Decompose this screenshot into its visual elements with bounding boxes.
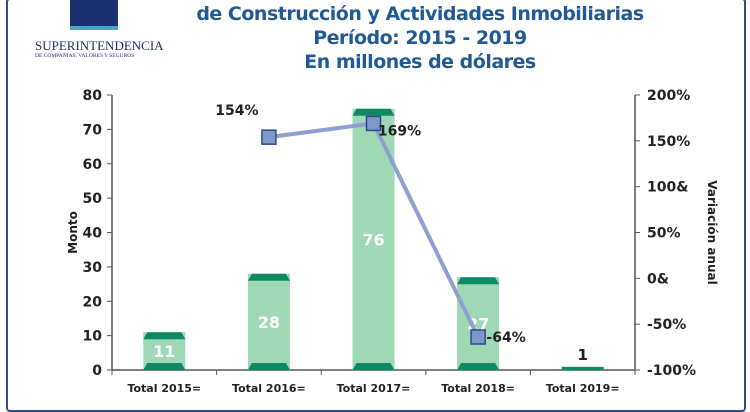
chart-title: de Construcción y Actividades Inmobiliar… [180, 0, 660, 74]
logo-wave-icon [70, 26, 118, 30]
y-tick-label: 60 [83, 157, 103, 173]
y2-tick-label: 0& [647, 271, 669, 287]
y2-tick-label: 100& [647, 180, 688, 196]
bar-value-label: 76 [362, 230, 384, 249]
x-tick-label: Total 2016= [232, 382, 306, 395]
bar-value-label: 1 [577, 346, 587, 364]
y-tick-label: 50 [83, 191, 103, 207]
y-tick-label: 40 [83, 226, 103, 242]
y2-tick-label: 200% [647, 88, 690, 104]
y2-tick-label: 50% [647, 226, 681, 242]
y-axis-label: Monto [66, 211, 80, 254]
line-marker [470, 329, 486, 345]
y-tick-label: 20 [83, 294, 103, 310]
y-tick-label: 10 [83, 329, 103, 345]
logo-name: SUPERINTENDENCIA [35, 38, 164, 53]
bar-bottom-cap [352, 363, 395, 370]
bar-top-cap [143, 332, 186, 340]
title-line-1: de Construcción y Actividades Inmobiliar… [196, 3, 644, 25]
logo-emblem-icon [70, 0, 118, 30]
x-tick-label: Total 2019= [546, 382, 620, 395]
bar [457, 277, 500, 370]
bar [247, 273, 290, 370]
y2-axis-label: Variación anual [705, 180, 719, 284]
y2-tick-label: -100% [647, 363, 696, 379]
bar-cap [561, 367, 604, 370]
x-tick-label: Total 2015= [127, 382, 201, 395]
bar-value-label: 11 [153, 342, 175, 361]
y2-tick-label: 150% [647, 134, 690, 150]
line-data-label: 154% [215, 103, 258, 119]
bar-top-cap [247, 273, 290, 281]
title-line-2: Período: 2015 - 2019 [313, 27, 527, 49]
logo-subtitle: DE COMPAÑÍAS, VALORES Y SEGUROS [35, 53, 135, 59]
bar-bottom-cap [247, 363, 290, 370]
line-marker [365, 115, 382, 132]
bar-top-cap [457, 277, 500, 285]
y-tick-label: 70 [83, 122, 103, 138]
bar-top-cap [352, 108, 395, 116]
y2-tick-label: -50% [647, 317, 686, 333]
x-tick-label: Total 2017= [337, 382, 411, 395]
bar-bottom-cap [457, 363, 500, 370]
title-line-3: En millones de dólares [304, 51, 536, 73]
bar-value-label: 28 [258, 313, 280, 332]
y-tick-label: 0 [92, 363, 102, 379]
line-data-label: 169% [378, 123, 421, 139]
chart: 0 10 20 30 40 50 60 70 80 -100% -50% 0&50% 100&150% 2… [66, 88, 719, 395]
line-marker [261, 129, 277, 145]
y-tick-label: 80 [83, 88, 103, 104]
y-tick-label: 30 [83, 260, 103, 276]
line-data-label: -64% [486, 330, 525, 346]
x-tick-label: Total 2018= [441, 382, 515, 395]
bar-bottom-cap [143, 363, 186, 370]
